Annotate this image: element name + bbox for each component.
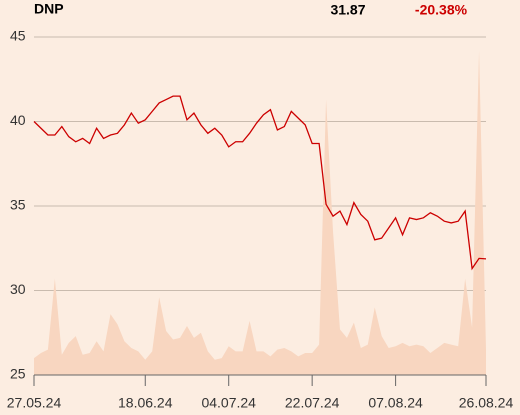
y-tick-label: 30 (10, 281, 26, 297)
x-tick-label: 07.08.24 (368, 395, 423, 411)
y-tick-label: 35 (10, 197, 26, 213)
x-tick-label: 22.07.24 (285, 395, 340, 411)
symbol: DNP (34, 1, 64, 17)
x-tick-label: 04.07.24 (201, 395, 256, 411)
price: 31.87 (330, 2, 365, 18)
x-tick-label: 18.06.24 (118, 395, 173, 411)
price-line (33, 95, 487, 271)
y-tick-label: 40 (10, 112, 26, 128)
x-tick-label: 26.08.24 (459, 395, 514, 411)
y-tick-label: 45 (10, 28, 26, 44)
y-tick-label: 25 (10, 366, 26, 382)
change: -20.38% (415, 2, 468, 18)
x-tick-label: 27.05.24 (7, 395, 62, 411)
